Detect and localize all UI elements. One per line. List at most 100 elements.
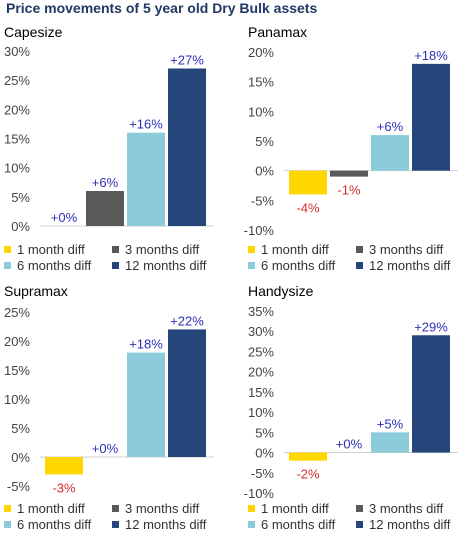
y-tick-label: 20% [248, 45, 274, 60]
data-label: +6% [92, 175, 119, 190]
legend-swatch [4, 262, 11, 269]
panamax-chart: Panamax 20% 15% 10% 5% 0% -5% -10% -4% -1% +6% +18… [244, 24, 469, 286]
chart-title: Handysize [248, 283, 314, 299]
legend-swatch [248, 262, 255, 269]
legend-item: 12 months diff [112, 517, 236, 532]
bar [412, 335, 450, 453]
y-tick-label: 10% [248, 405, 274, 420]
panamax-plot: 20% 15% 10% 5% 0% -5% -10% -4% -1% +6% +18% [244, 45, 458, 238]
y-tick-label: 20% [4, 334, 30, 349]
legend-item: 3 months diff [112, 242, 236, 257]
bar [168, 329, 206, 457]
y-tick-label: -5% [7, 479, 31, 494]
y-tick-label: -5% [251, 466, 275, 481]
chart-legend: 1 month diff 3 months diff 6 months diff… [248, 501, 469, 532]
y-tick-label: 15% [248, 75, 274, 90]
legend-swatch [4, 521, 11, 528]
data-label: +16% [129, 117, 163, 132]
y-tick-label: 5% [255, 425, 274, 440]
y-tick-label: -5% [251, 193, 275, 208]
legend-item: 6 months diff [4, 517, 112, 532]
bar [127, 132, 165, 226]
bar [127, 352, 165, 457]
bar [371, 135, 409, 171]
data-label: +27% [170, 53, 204, 68]
data-label: +18% [414, 48, 448, 63]
legend-swatch [4, 246, 11, 253]
y-tick-label: 25% [248, 344, 274, 359]
data-label: +0% [92, 441, 119, 456]
legend-item: 3 months diff [112, 501, 236, 516]
y-tick-label: 15% [4, 132, 30, 147]
y-tick-label: 20% [4, 102, 30, 117]
data-label: +29% [414, 319, 448, 334]
legend-label: 1 month diff [17, 242, 85, 257]
y-tick-label: 5% [11, 421, 30, 436]
legend-item: 6 months diff [248, 517, 356, 532]
legend-label: 1 month diff [261, 242, 329, 257]
legend-label: 6 months diff [17, 258, 92, 273]
y-tick-label: 25% [4, 73, 30, 88]
legend-item: 1 month diff [248, 501, 356, 516]
chart-legend: 1 month diff 3 months diff 6 months diff… [4, 501, 238, 532]
legend-label: 3 months diff [369, 242, 444, 257]
data-label: +0% [51, 210, 78, 225]
legend-swatch [112, 246, 119, 253]
capesize-chart: Capesize 30% 25% 20% 15% 10% 5% 0% +0% +6% +16% +2… [4, 24, 238, 286]
y-tick-label: 10% [4, 161, 30, 176]
data-label: +22% [170, 313, 204, 328]
chart-legend: 1 month diff 3 months diff 6 months diff… [4, 242, 238, 273]
legend-item: 12 months diff [112, 258, 236, 273]
y-tick-label: 5% [255, 134, 274, 149]
legend-label: 12 months diff [125, 517, 207, 532]
legend-label: 12 months diff [125, 258, 207, 273]
legend-swatch [248, 246, 255, 253]
legend-label: 1 month diff [261, 501, 329, 516]
data-label: +18% [129, 337, 163, 352]
data-label: +0% [336, 437, 363, 452]
legend-swatch [356, 521, 363, 528]
legend-item: 12 months diff [356, 258, 469, 273]
legend-item: 12 months diff [356, 517, 469, 532]
y-tick-label: 10% [4, 392, 30, 407]
y-tick-label: 35% [248, 304, 274, 319]
bar [289, 170, 327, 195]
y-tick-label: 30% [4, 44, 30, 59]
bar [412, 63, 450, 171]
legend-label: 6 months diff [17, 517, 92, 532]
y-tick-label: 15% [248, 385, 274, 400]
legend-item: 6 months diff [4, 258, 112, 273]
y-tick-label: 0% [255, 446, 274, 461]
legend-label: 1 month diff [17, 501, 85, 516]
bar [45, 457, 83, 475]
legend-label: 3 months diff [125, 242, 200, 257]
supramax-chart: Supramax 25% 20% 15% 10% 5% 0% -5% -3% +0% +18% +2… [4, 283, 238, 545]
legend-item: 3 months diff [356, 242, 469, 257]
handysize-chart: Handysize 35% 30% 25% 20% 15% 10% 5% 0% -5% -10% -… [244, 283, 469, 545]
bar [86, 191, 124, 226]
chart-title: Capesize [4, 24, 63, 40]
chart-legend: 1 month diff 3 months diff 6 months diff… [248, 242, 469, 273]
page-title: Price movements of 5 year old Dry Bulk a… [6, 0, 318, 16]
legend-swatch [112, 505, 119, 512]
legend-swatch [356, 505, 363, 512]
y-tick-label: 30% [248, 324, 274, 339]
legend-label: 6 months diff [261, 258, 336, 273]
bar [289, 452, 327, 461]
legend-swatch [4, 505, 11, 512]
legend-swatch [248, 505, 255, 512]
legend-label: 12 months diff [369, 517, 451, 532]
bar [371, 432, 409, 453]
legend-swatch [112, 521, 119, 528]
chart-title: Supramax [4, 283, 68, 299]
legend-item: 6 months diff [248, 258, 356, 273]
legend-item: 1 month diff [248, 242, 356, 257]
y-tick-label: 10% [248, 104, 274, 119]
data-label: +6% [377, 119, 404, 134]
data-label: -4% [296, 200, 320, 215]
y-tick-label: -10% [244, 486, 275, 501]
y-tick-label: 0% [11, 219, 30, 234]
y-tick-label: -10% [244, 223, 275, 238]
legend-swatch [112, 262, 119, 269]
data-label: +5% [377, 416, 404, 431]
